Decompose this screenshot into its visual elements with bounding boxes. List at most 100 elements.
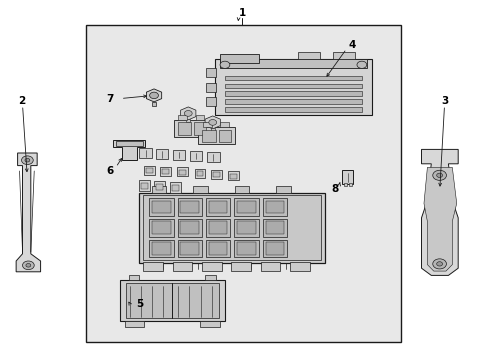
Bar bbox=[178, 115, 187, 120]
Bar bbox=[206, 152, 219, 162]
Polygon shape bbox=[16, 153, 41, 272]
Bar bbox=[237, 221, 255, 234]
Bar bbox=[298, 52, 320, 59]
Bar bbox=[139, 180, 150, 191]
Bar bbox=[224, 99, 361, 104]
Text: 2: 2 bbox=[19, 96, 25, 106]
Bar bbox=[85, 25, 400, 342]
Bar bbox=[143, 262, 163, 271]
Bar bbox=[348, 183, 351, 186]
Bar bbox=[276, 186, 290, 193]
Bar bbox=[289, 262, 309, 271]
Polygon shape bbox=[180, 107, 196, 120]
Bar bbox=[128, 275, 139, 280]
Text: 7: 7 bbox=[106, 94, 114, 104]
Bar bbox=[120, 280, 224, 321]
Bar bbox=[162, 169, 169, 174]
Bar bbox=[208, 242, 227, 255]
Bar bbox=[227, 171, 238, 180]
Bar bbox=[205, 219, 230, 237]
Bar bbox=[196, 171, 203, 176]
Bar bbox=[193, 186, 207, 193]
Bar bbox=[208, 221, 227, 234]
Bar bbox=[139, 148, 152, 158]
Bar bbox=[160, 167, 171, 176]
Bar bbox=[220, 59, 366, 68]
Bar bbox=[177, 122, 191, 135]
Bar bbox=[177, 240, 202, 257]
Bar bbox=[213, 172, 220, 177]
Bar bbox=[155, 149, 168, 159]
Circle shape bbox=[184, 111, 192, 116]
Bar bbox=[205, 198, 230, 216]
Circle shape bbox=[26, 264, 31, 267]
Bar bbox=[195, 115, 204, 120]
Circle shape bbox=[220, 61, 229, 68]
Bar bbox=[205, 275, 216, 280]
Text: 3: 3 bbox=[441, 96, 447, 106]
Bar bbox=[189, 151, 202, 161]
Text: 1: 1 bbox=[238, 8, 245, 18]
Bar bbox=[237, 201, 255, 213]
Circle shape bbox=[432, 170, 446, 180]
Bar bbox=[237, 242, 255, 255]
Bar bbox=[170, 182, 181, 193]
Bar bbox=[262, 198, 286, 216]
Bar bbox=[234, 198, 258, 216]
Bar bbox=[234, 219, 258, 237]
Bar bbox=[202, 130, 215, 142]
Polygon shape bbox=[423, 167, 456, 271]
Bar bbox=[231, 262, 250, 271]
Circle shape bbox=[436, 262, 442, 266]
Bar bbox=[144, 166, 155, 175]
Polygon shape bbox=[146, 89, 162, 102]
Bar bbox=[224, 107, 361, 112]
Text: 5: 5 bbox=[136, 299, 142, 309]
Bar bbox=[262, 240, 286, 257]
Bar bbox=[265, 242, 284, 255]
Bar bbox=[172, 150, 185, 160]
Bar bbox=[152, 201, 170, 213]
Bar bbox=[141, 183, 148, 189]
Polygon shape bbox=[113, 140, 145, 160]
Circle shape bbox=[432, 259, 446, 269]
Text: 4: 4 bbox=[347, 40, 355, 50]
Bar bbox=[206, 97, 216, 106]
Bar bbox=[234, 240, 258, 257]
Bar bbox=[151, 186, 166, 193]
Bar bbox=[149, 198, 173, 216]
Bar bbox=[202, 262, 221, 271]
Bar bbox=[152, 242, 170, 255]
Bar bbox=[208, 201, 227, 213]
Polygon shape bbox=[204, 116, 220, 129]
Circle shape bbox=[25, 158, 30, 162]
Bar bbox=[143, 195, 321, 260]
Bar bbox=[179, 170, 185, 175]
Bar bbox=[177, 219, 202, 237]
Bar bbox=[265, 201, 284, 213]
Circle shape bbox=[436, 173, 442, 177]
Bar bbox=[265, 221, 284, 234]
Bar bbox=[194, 122, 206, 135]
Bar bbox=[124, 321, 144, 327]
Bar bbox=[234, 186, 249, 193]
Bar bbox=[206, 68, 216, 77]
Bar bbox=[156, 184, 163, 190]
Bar bbox=[220, 54, 259, 63]
Bar bbox=[211, 170, 222, 179]
Circle shape bbox=[149, 92, 158, 99]
Bar bbox=[198, 127, 234, 144]
Bar bbox=[152, 221, 170, 234]
Bar bbox=[116, 141, 142, 146]
Bar bbox=[180, 201, 199, 213]
Bar bbox=[125, 283, 219, 318]
Bar bbox=[203, 122, 211, 127]
Bar bbox=[200, 321, 220, 327]
Bar bbox=[206, 83, 216, 92]
Bar bbox=[172, 262, 192, 271]
Circle shape bbox=[208, 120, 216, 125]
Bar bbox=[224, 84, 361, 88]
Bar bbox=[262, 219, 286, 237]
Bar bbox=[260, 262, 280, 271]
Bar bbox=[139, 193, 325, 263]
